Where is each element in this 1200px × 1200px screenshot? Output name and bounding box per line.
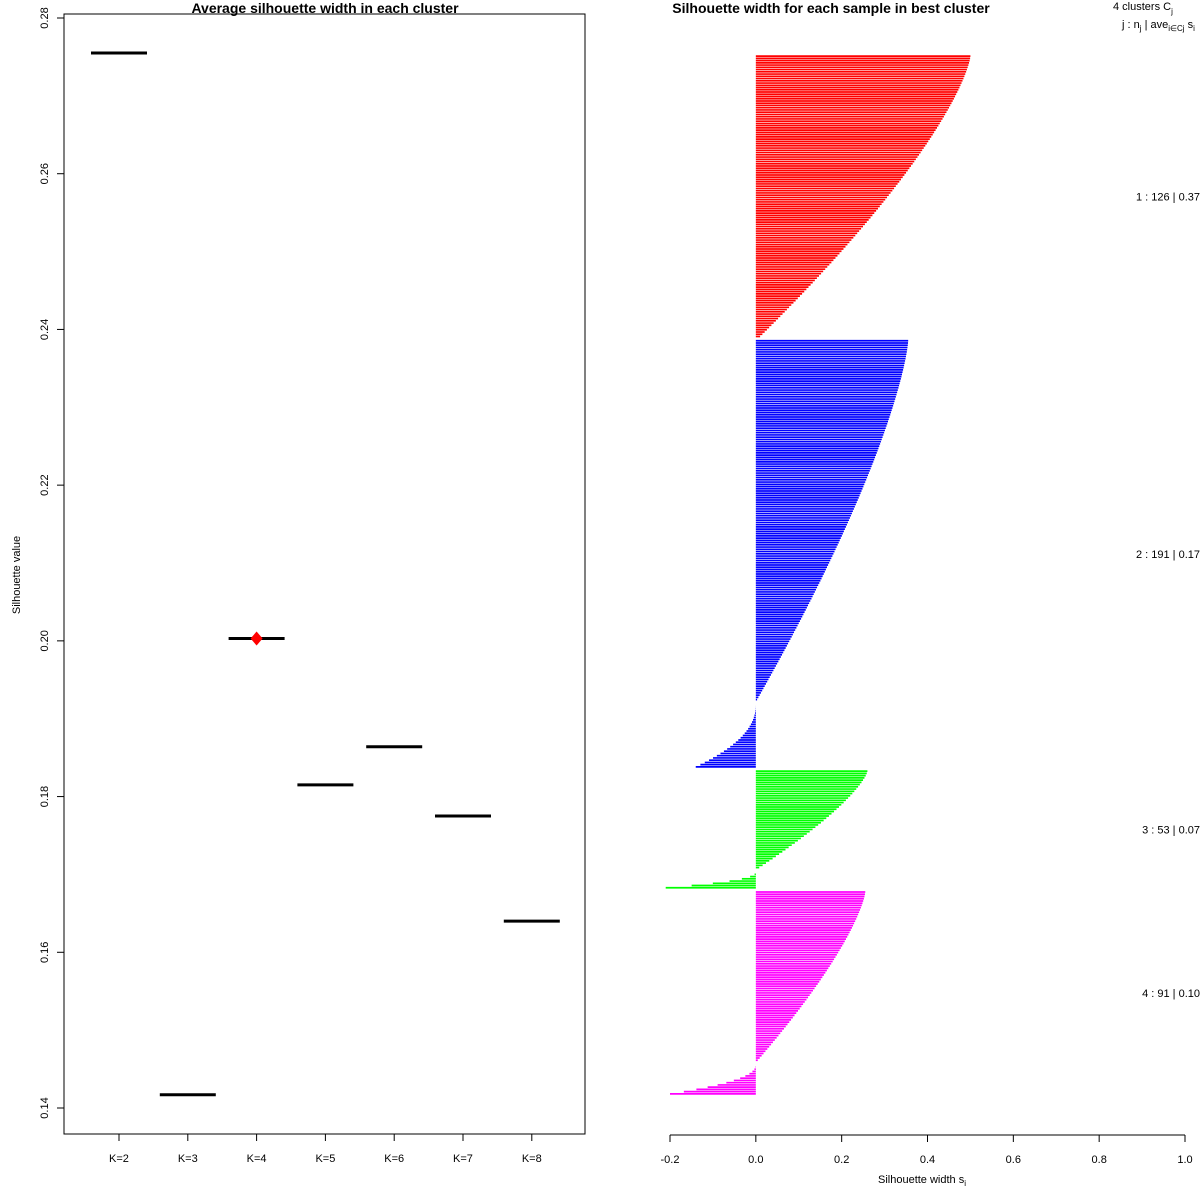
cluster-header-line2: j : nj | avei∈Cj si <box>1121 19 1195 33</box>
left-y-tick-label: 0.14 <box>39 1097 51 1118</box>
left-y-tick-label: 0.28 <box>39 7 51 28</box>
cluster-label: 2 : 191 | 0.17 <box>1136 549 1200 561</box>
right-x-tick-label: 1.0 <box>1177 1154 1192 1166</box>
cluster-label: 4 : 91 | 0.10 <box>1142 988 1200 1000</box>
right-chart-title: Silhouette width for each sample in best… <box>672 0 990 16</box>
left-y-tick-label: 0.26 <box>39 163 51 184</box>
right-x-tick-label: 0.8 <box>1092 1154 1107 1166</box>
cluster-label: 1 : 126 | 0.37 <box>1136 191 1200 203</box>
cluster-header-line2-b: | ave <box>1142 19 1169 31</box>
cluster-header-line1-text: 4 clusters C <box>1113 1 1171 13</box>
cluster-header-line1-sub: j <box>1170 7 1173 16</box>
right-x-tick-label: 0.4 <box>920 1154 935 1166</box>
cluster-labels: 1 : 126 | 0.37 2 : 191 | 0.17 3 : 53 | 0.0… <box>1136 191 1200 1000</box>
left-y-tick-label: 0.16 <box>39 942 51 963</box>
cluster-header-line2-sub-i: i∈Cj <box>1168 24 1185 33</box>
cluster-label: 3 : 53 | 0.07 <box>1142 824 1200 836</box>
left-x-tick-label: K=3 <box>178 1153 198 1165</box>
right-x-ticks: -0.2 0.0 0.2 0.4 0.6 0.8 1.0 <box>661 1135 1193 1166</box>
left-x-tick-label: K=2 <box>109 1153 129 1165</box>
left-x-tick-label: K=8 <box>522 1153 542 1165</box>
left-x-ticks: K=2 K=3 K=4 K=5 K=6 K=7 K=8 <box>109 1134 542 1165</box>
left-marks <box>91 51 560 1097</box>
cluster-header-line2-sub-n: j <box>1139 24 1142 33</box>
right-x-tick-label: 0.0 <box>748 1154 763 1166</box>
left-y-tick-label: 0.18 <box>39 786 51 807</box>
left-y-ticks: 0.14 0.16 0.18 0.20 0.22 0.24 0.26 0.28 <box>39 7 64 1119</box>
best-k-marker <box>250 631 263 646</box>
right-x-tick-label: 0.6 <box>1006 1154 1021 1166</box>
cluster-header-line2-c: s <box>1185 19 1194 31</box>
left-y-axis-label: Silhouette value <box>11 536 23 614</box>
left-x-tick-label: K=6 <box>384 1153 404 1165</box>
right-x-tick-label: -0.2 <box>661 1154 680 1166</box>
left-panel: Average silhouette width in each cluster… <box>11 0 586 1165</box>
cluster-header-line2-a: j : n <box>1121 19 1140 31</box>
left-x-tick-label: K=5 <box>315 1153 335 1165</box>
left-y-tick-label: 0.22 <box>39 474 51 495</box>
left-y-tick-label: 0.20 <box>39 630 51 651</box>
left-chart-title: Average silhouette width in each cluster <box>191 0 459 16</box>
right-x-axis-label-text: Silhouette width s <box>878 1174 965 1186</box>
right-x-axis-label-sub: i <box>964 1179 966 1188</box>
left-plot-frame <box>63 13 586 1135</box>
silhouette-bars <box>665 55 971 1095</box>
cluster-header-line1: 4 clusters Cj <box>1113 1 1173 16</box>
left-x-tick-label: K=7 <box>453 1153 473 1165</box>
cluster-header-line2-sub-s: i <box>1193 24 1195 33</box>
left-y-tick-label: 0.24 <box>39 319 51 340</box>
right-x-axis-label: Silhouette width si <box>878 1174 966 1188</box>
right-x-tick-label: 0.2 <box>834 1154 849 1166</box>
right-panel: Silhouette width for each sample in best… <box>661 0 1200 1188</box>
left-x-tick-label: K=4 <box>247 1153 267 1165</box>
